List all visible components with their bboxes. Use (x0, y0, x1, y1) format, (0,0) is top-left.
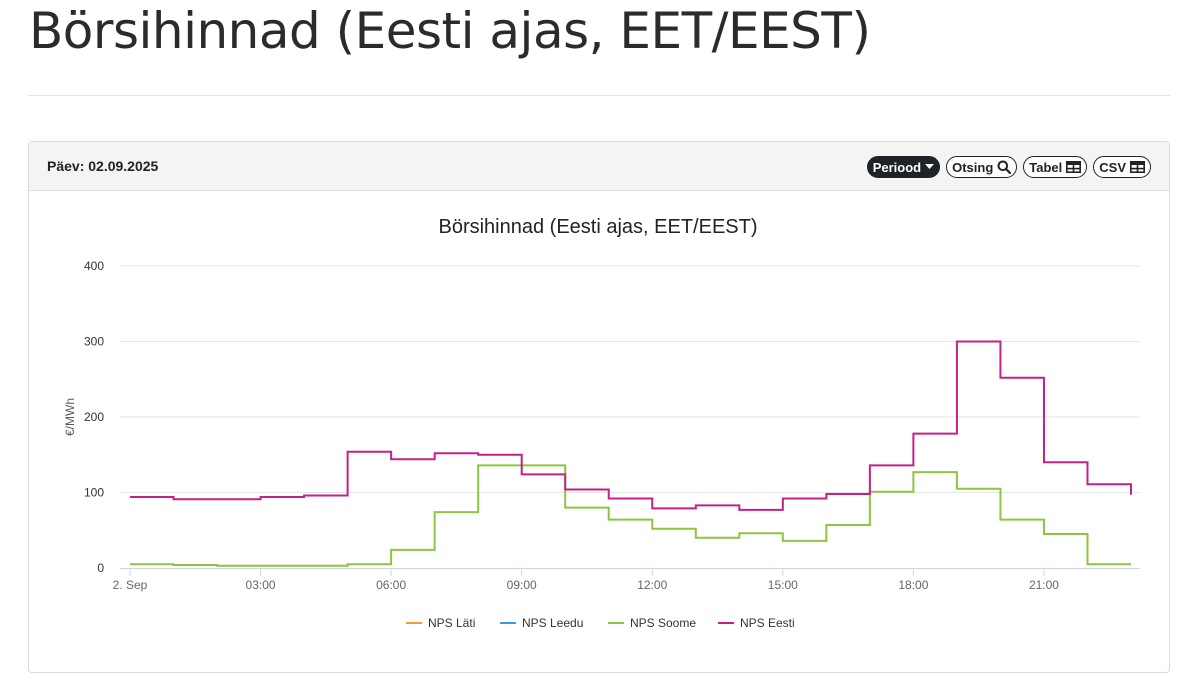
legend-item-label: NPS Leedu (522, 616, 583, 630)
chart-title: Börsihinnad (Eesti ajas, EET/EEST) (438, 216, 757, 238)
panel-header: Päev: 02.09.2025 Periood Otsing Tabel CS… (29, 142, 1169, 191)
y-axis-label: €/MWh (63, 398, 77, 436)
period-button[interactable]: Periood (866, 156, 941, 178)
legend-item-label: NPS Soome (630, 616, 696, 630)
table-button[interactable]: Tabel (1023, 156, 1088, 178)
legend-item-label: NPS Eesti (740, 616, 795, 630)
x-tick-label: 09:00 (507, 578, 537, 592)
csv-button[interactable]: CSV (1093, 156, 1151, 178)
x-tick-label: 03:00 (246, 578, 276, 592)
y-tick-label: 100 (84, 486, 104, 500)
toolbar: Periood Otsing Tabel CSV (866, 156, 1151, 178)
page-title: Börsihinnad (Eesti ajas, EET/EEST) (29, 2, 871, 60)
chart-panel: Päev: 02.09.2025 Periood Otsing Tabel CS… (28, 141, 1170, 673)
search-button[interactable]: Otsing (946, 156, 1018, 178)
y-tick-label: 0 (97, 561, 104, 575)
period-button-label: Periood (872, 159, 922, 175)
series-line-nps-soome (130, 464, 1131, 567)
series-line-nps-eesti (130, 340, 1132, 511)
caret-down-icon (925, 164, 935, 169)
csv-button-label: CSV (1099, 159, 1126, 175)
y-tick-label: 300 (84, 335, 104, 349)
x-tick-label: 18:00 (898, 578, 928, 592)
table-button-label: Tabel (1029, 159, 1063, 175)
x-tick-label: 06:00 (376, 578, 406, 592)
table-icon (1066, 161, 1082, 173)
legend-item-label: NPS Läti (428, 616, 475, 630)
search-icon (997, 160, 1012, 174)
table-icon (1130, 161, 1145, 173)
day-label: Päev: 02.09.2025 (47, 158, 159, 174)
title-divider (28, 95, 1170, 96)
x-tick-label: 21:00 (1029, 578, 1059, 592)
x-tick-label: 15:00 (768, 578, 798, 592)
x-tick-label: 12:00 (637, 578, 667, 592)
x-tick-label: 2. Sep (113, 578, 148, 592)
search-button-label: Otsing (952, 159, 994, 175)
y-tick-label: 400 (84, 259, 104, 273)
y-tick-label: 200 (84, 410, 104, 424)
price-chart: Börsihinnad (Eesti ajas, EET/EEST) 0 100 20… (63, 216, 1140, 630)
